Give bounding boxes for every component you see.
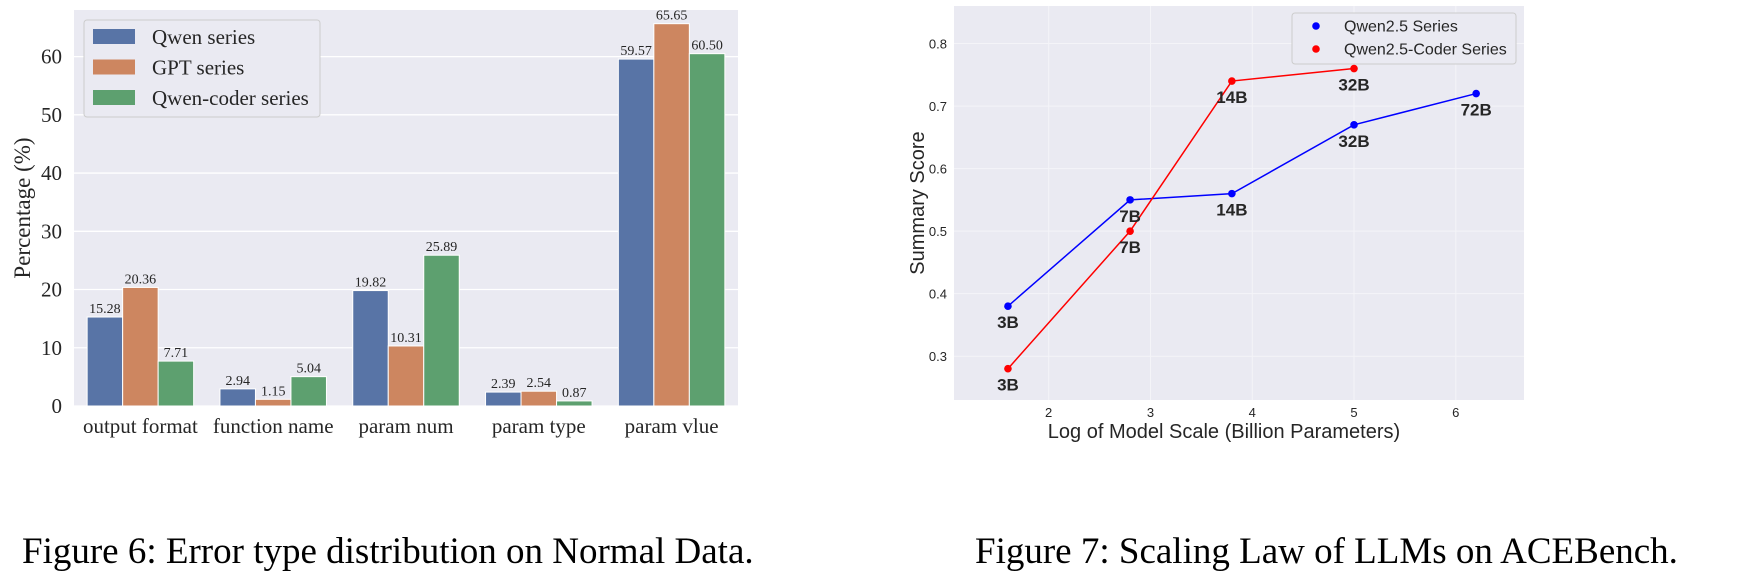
legend-label: GPT series (152, 56, 244, 80)
bar-value-label: 20.36 (125, 272, 157, 287)
y-tick-label: 50 (41, 103, 62, 127)
y-tick-label: 60 (41, 45, 62, 69)
bar-qwen-coder-series-function-name (290, 376, 327, 407)
point-label: 7B (1119, 238, 1141, 257)
y-axis-label: Percentage (%) (10, 137, 35, 278)
legend-marker-qwen2-5-series (1312, 22, 1320, 30)
legend-swatch-gpt-series (93, 59, 135, 75)
point-qwen2-5-series-14b (1228, 189, 1236, 198)
bar-value-label: 65.65 (656, 9, 688, 24)
x-tick-label: output format (83, 414, 198, 438)
bar-qwen-series-function-name (219, 388, 256, 407)
x-tick-label: 3 (1147, 405, 1154, 420)
point-qwen2-5-coder-series-14b (1228, 77, 1236, 85)
legend-swatch-qwen-series (93, 29, 135, 44)
y-tick-label: 0 (52, 394, 63, 418)
bar-value-label: 2.54 (527, 376, 552, 391)
x-tick-label: function name (213, 414, 334, 438)
point-label: 3B (997, 376, 1019, 395)
bar-value-label: 2.94 (225, 374, 250, 389)
line-qwen2-5-coder-series (1007, 67, 1355, 370)
figure-6-caption: Figure 6: Error type distribution on Nor… (22, 531, 754, 572)
bar-qwen-coder-series-param-num (423, 254, 460, 407)
bar-gpt-series-param-num (387, 345, 425, 407)
bar-qwen-series-param-num (352, 290, 389, 407)
bar-qwen-coder-series-param-vlue (688, 53, 726, 407)
bar-value-label: 59.57 (620, 44, 652, 59)
x-tick-label: 6 (1452, 405, 1459, 420)
x-tick-label: param type (492, 414, 586, 438)
point-label: 32B (1338, 76, 1369, 95)
point-qwen2-5-series-72b (1472, 89, 1480, 98)
y-tick-label: 10 (41, 336, 62, 360)
legend-label: Qwen2.5-Coder Series (1344, 42, 1507, 59)
bar-gpt-series-output-format (122, 286, 159, 407)
bar-value-label: 19.82 (355, 276, 387, 291)
point-label: 72B (1461, 101, 1492, 120)
bar-qwen-series-param-vlue (617, 58, 655, 407)
x-tick-label: param vlue (625, 414, 719, 438)
bar-value-label: 25.89 (426, 240, 458, 255)
point-qwen2-5-coder-series-3b (1004, 364, 1012, 373)
point-qwen2-5-series-3b (1004, 302, 1012, 310)
point-qwen2-5-coder-series-7b (1126, 227, 1134, 235)
bar-value-label: 15.28 (89, 302, 121, 317)
point-label: 3B (997, 313, 1019, 332)
y-tick-label: 0.6 (929, 162, 947, 177)
bar-qwen-coder-series-param-type (556, 400, 593, 407)
legend-swatch-qwen-coder-series (93, 90, 135, 105)
y-tick-label: 30 (41, 219, 62, 243)
bar-value-label: 1.15 (261, 384, 286, 399)
x-axis-label: Log of Model Scale (Billion Parameters) (1048, 421, 1400, 443)
point-qwen2-5-series-32b (1350, 121, 1358, 129)
y-tick-label: 0.7 (929, 99, 947, 114)
point-label: 14B (1216, 201, 1247, 220)
bar-value-label: 10.31 (390, 331, 422, 346)
bar-value-label: 7.71 (164, 346, 189, 361)
y-tick-label: 40 (41, 161, 62, 185)
x-tick-label: 5 (1350, 405, 1357, 420)
figure-7-line-chart: 0.3 0.4 0.5 0.6 0.7 0.8 2 3 4 5 6 Log of Model Scal… (907, 6, 1524, 443)
legend-box (1291, 12, 1517, 65)
legend-marker-qwen2-5-coder-series (1312, 45, 1320, 53)
figure-7-caption: Figure 7: Scaling Law of LLMs on ACEBenc… (975, 531, 1678, 572)
legend-label: Qwen series (152, 25, 255, 49)
point-label: 32B (1338, 132, 1369, 151)
y-tick-label: 20 (41, 278, 62, 302)
bar-qwen-series-output-format (86, 316, 124, 407)
bar-gpt-series-param-vlue (653, 23, 690, 407)
legend-label: Qwen2.5 Series (1344, 19, 1458, 36)
y-axis-label: Summary Score (907, 131, 929, 274)
point-qwen2-5-series-7b (1126, 196, 1134, 204)
legend-box (83, 19, 321, 118)
bar-qwen-coder-series-output-format (157, 360, 195, 407)
bar-value-label: 60.50 (691, 39, 723, 54)
point-label: 14B (1216, 88, 1247, 107)
bar-value-label: 2.39 (491, 377, 516, 392)
y-tick-label: 0.4 (929, 287, 947, 302)
figure-6-bar-chart: 0 10 20 30 40 50 60 Percentage (%) 15.28 20.36 7.7… (10, 9, 738, 438)
point-label: 7B (1119, 207, 1141, 226)
bar-value-label: 5.04 (296, 362, 321, 377)
bar-qwen-series-param-type (485, 391, 522, 407)
x-tick-label: 2 (1045, 405, 1052, 420)
y-tick-label: 0.5 (929, 224, 947, 239)
point-qwen2-5-coder-series-32b (1350, 64, 1358, 73)
bar-gpt-series-function-name (254, 398, 292, 407)
y-tick-label: 0.3 (929, 349, 947, 364)
x-tick-label: 4 (1249, 405, 1256, 420)
bar-value-label: 0.87 (562, 386, 587, 401)
y-tick-label: 0.8 (929, 37, 947, 52)
x-tick-label: param num (358, 414, 453, 438)
bar-gpt-series-param-type (520, 390, 558, 407)
legend-label: Qwen-coder series (152, 86, 309, 110)
